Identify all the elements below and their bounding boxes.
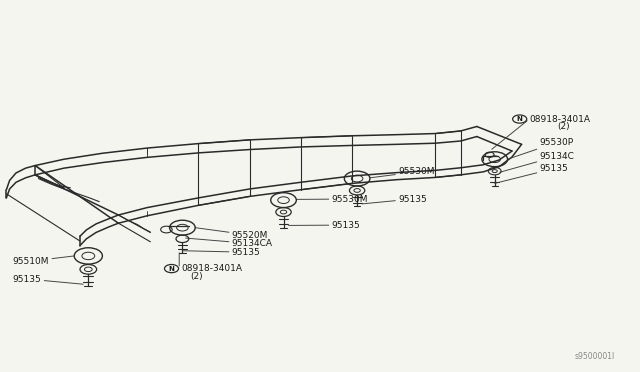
Text: (2): (2) [557, 122, 570, 131]
Text: 95135: 95135 [289, 221, 360, 230]
Text: (2): (2) [191, 272, 204, 281]
Text: 95134CA: 95134CA [186, 238, 273, 248]
Text: 95530M: 95530M [296, 195, 368, 203]
Text: 95520M: 95520M [195, 228, 268, 240]
Text: 95135: 95135 [13, 275, 83, 284]
Text: s9500001I: s9500001I [574, 352, 614, 361]
Text: N: N [168, 266, 175, 272]
Text: 95134C: 95134C [500, 152, 574, 172]
Text: N: N [516, 116, 523, 122]
Text: 95530P: 95530P [508, 138, 573, 159]
Text: 08918-3401A: 08918-3401A [181, 264, 242, 273]
Text: 95135: 95135 [495, 164, 568, 183]
Text: 95530M: 95530M [370, 167, 435, 178]
Text: 08918-3401A: 08918-3401A [529, 115, 590, 124]
Text: 95510M: 95510M [13, 256, 74, 266]
Text: 95135: 95135 [182, 248, 260, 257]
Text: 95135: 95135 [362, 195, 427, 204]
